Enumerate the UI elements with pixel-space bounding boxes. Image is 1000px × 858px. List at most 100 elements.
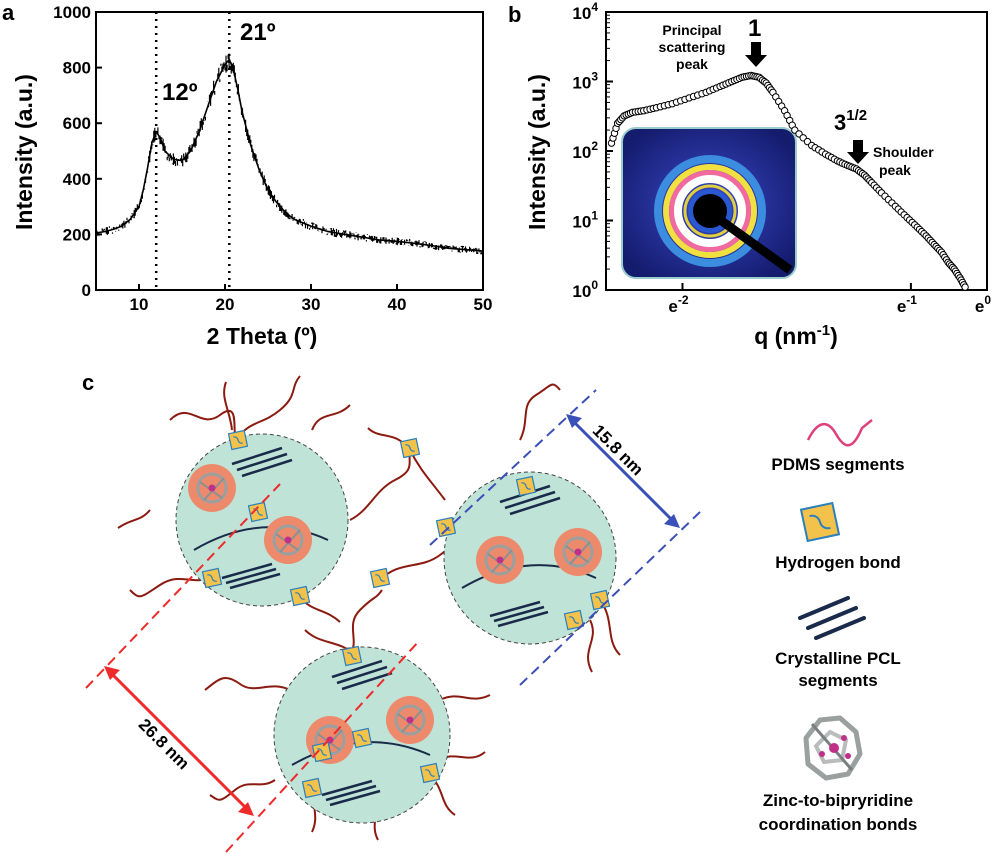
saxs-annotation-shoulder-peak: peak bbox=[879, 162, 911, 178]
saxs-annotation-peak: peak bbox=[676, 56, 708, 72]
pcl-crystalline-segment bbox=[504, 490, 556, 510]
hydrogen-bond-icon bbox=[515, 475, 537, 497]
zinc-complex-ring bbox=[484, 544, 516, 576]
pcl-crystalline-segment bbox=[331, 659, 383, 679]
pcl-crystalline-segment bbox=[321, 779, 373, 797]
pcl-crystalline-segment bbox=[241, 458, 293, 478]
pcl-crystalline-segment bbox=[509, 496, 561, 516]
pdms-chain bbox=[439, 694, 491, 701]
domain-backbone bbox=[193, 526, 329, 551]
panel-label-a: a bbox=[2, 0, 15, 25]
pcl-crystalline-segment bbox=[489, 600, 541, 618]
zinc-atom bbox=[284, 536, 292, 544]
pcl-crystalline-segment bbox=[336, 665, 388, 685]
pcl-crystalline-segment bbox=[236, 452, 288, 472]
xrd-noise-path bbox=[95, 53, 484, 255]
pcl-crystalline-segment bbox=[231, 446, 283, 466]
hydrogen-bond-icon bbox=[351, 727, 373, 749]
xrd-annotation-12deg: 12º bbox=[162, 79, 198, 106]
saxs-ylabel: Intensity (a.u.) bbox=[524, 74, 550, 230]
zinc-complex-legend-icon bbox=[803, 715, 863, 781]
hydrogen-bond-icon bbox=[301, 777, 323, 799]
zinc-atom bbox=[574, 548, 582, 556]
pcl-crystalline-segment bbox=[325, 784, 377, 802]
xrd-ticks: 10 20 30 40 50 0 200 400 600 800 1000 bbox=[53, 3, 492, 314]
pcl-crystalline-segment bbox=[225, 567, 277, 585]
saxs-annotation-order-1: 1 bbox=[748, 15, 761, 42]
xrd-xtick-label: 40 bbox=[388, 295, 407, 314]
saxs-xtick-label: e-2 bbox=[668, 293, 688, 316]
hydrogen-bond-markers bbox=[201, 429, 611, 799]
pcl-crystalline-segment bbox=[341, 671, 393, 691]
xrd-ytick-label: 1000 bbox=[53, 3, 91, 22]
hydrogen-bond-icon bbox=[435, 516, 457, 538]
panel-label-c: c bbox=[82, 370, 94, 395]
pcl-crystalline-segment bbox=[493, 605, 545, 623]
saxs-xtick-label: e-1 bbox=[897, 293, 917, 316]
hydrogen-bond-icon bbox=[311, 741, 333, 763]
xrd-plot-frame bbox=[95, 11, 484, 291]
pdms-chain bbox=[129, 577, 211, 598]
saxs-ytick-label: 104 bbox=[572, 0, 598, 23]
saxs-data-point bbox=[961, 283, 969, 291]
pcl-legend-icon bbox=[798, 596, 866, 640]
pdms-chain bbox=[223, 381, 233, 431]
xrd-ytick-label: 800 bbox=[63, 59, 91, 78]
schematic-morphology: 15.8 nm 26.8 nm PDMS segments Hydrogen b… bbox=[85, 375, 917, 853]
hydrogen-bond-icon bbox=[227, 429, 249, 451]
pdms-chain bbox=[519, 383, 561, 441]
hydrogen-bond-icon bbox=[563, 609, 585, 631]
dimension-label-red: 26.8 nm bbox=[135, 715, 193, 773]
zinc-complex-ring bbox=[562, 536, 594, 568]
legend-hbond: Hydrogen bond bbox=[775, 553, 901, 572]
pdms-chain bbox=[311, 404, 351, 431]
zinc-atom bbox=[496, 556, 504, 564]
hydrogen-bond-icon bbox=[419, 762, 441, 784]
legend-zinc-line1: Zinc-to-bipryridine bbox=[763, 791, 913, 810]
hydrogen-bond-icon bbox=[341, 645, 363, 667]
xrd-chart: 10 20 30 40 50 0 200 400 600 800 1000 12º 21º 2 Th… bbox=[11, 3, 492, 349]
pdms-chain bbox=[117, 509, 151, 529]
xrd-ytick-label: 400 bbox=[63, 170, 91, 189]
xrd-noise-marks bbox=[95, 53, 484, 255]
xrd-ytick-label: 0 bbox=[82, 281, 91, 300]
hydrogen-bond-icon bbox=[369, 567, 391, 589]
pdms-chain bbox=[209, 779, 276, 801]
pcl-crystalline-segment bbox=[497, 610, 549, 628]
pcl-crystalline-segment bbox=[329, 789, 381, 807]
pdms-chain bbox=[349, 589, 383, 656]
zinc-atom bbox=[326, 736, 334, 744]
dimension-label-blue: 15.8 nm bbox=[589, 421, 647, 479]
pdms-chain bbox=[409, 449, 446, 501]
zinc-complex-ring bbox=[272, 524, 304, 556]
xrd-ytick-label: 600 bbox=[63, 114, 91, 133]
xrd-xlabel: 2 Theta (º) bbox=[207, 323, 318, 349]
saxs-annotation-principal: Principal bbox=[662, 22, 721, 38]
legend-pcl-line1: Crystalline PCL bbox=[775, 649, 901, 668]
schematic-legend: PDMS segments Hydrogen bond Crystalline … bbox=[759, 419, 917, 834]
pcl-crystalline-segment bbox=[221, 562, 273, 580]
pdms-chain bbox=[235, 375, 301, 441]
hbond-legend-icon bbox=[799, 501, 841, 543]
xrd-reference-lines bbox=[154, 12, 231, 290]
saxs-ytick-label: 103 bbox=[572, 70, 598, 93]
saxs-annotation-shoulder: Shoulder bbox=[873, 144, 934, 160]
hydrogen-bond-icon bbox=[247, 501, 269, 523]
saxs-ytick-label: 101 bbox=[572, 209, 598, 232]
pdms-chain bbox=[599, 599, 621, 656]
hydrogen-bond-icon bbox=[589, 589, 611, 611]
hydrogen-bond-icon bbox=[399, 437, 421, 459]
xrd-ylabel: Intensity (a.u.) bbox=[11, 74, 37, 230]
zinc-complex-ring bbox=[394, 704, 426, 736]
saxs-2d-pattern-inset bbox=[621, 127, 797, 279]
saxs-ticks: 100 101 102 103 104 e-2 e-1 e0 bbox=[572, 0, 991, 316]
legend-pcl-line2: segments bbox=[798, 671, 877, 690]
saxs-ytick-label: 100 bbox=[572, 278, 598, 301]
phase-domain bbox=[443, 471, 617, 645]
xrd-xtick-label: 50 bbox=[474, 295, 493, 314]
panel-label-b: b bbox=[508, 2, 521, 27]
xrd-xtick-label: 30 bbox=[302, 295, 321, 314]
legend-pdms: PDMS segments bbox=[771, 455, 904, 474]
pdms-legend-icon bbox=[806, 419, 873, 447]
pdms-chain bbox=[204, 676, 291, 691]
